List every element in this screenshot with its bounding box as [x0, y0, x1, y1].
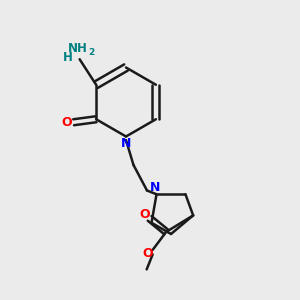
Text: H: H	[63, 51, 73, 64]
Text: O: O	[62, 116, 72, 129]
Text: O: O	[142, 247, 153, 260]
Text: N: N	[150, 181, 160, 194]
Text: N: N	[121, 136, 131, 150]
Text: 2: 2	[88, 48, 94, 57]
Text: NH: NH	[68, 42, 88, 55]
Text: O: O	[139, 208, 150, 221]
